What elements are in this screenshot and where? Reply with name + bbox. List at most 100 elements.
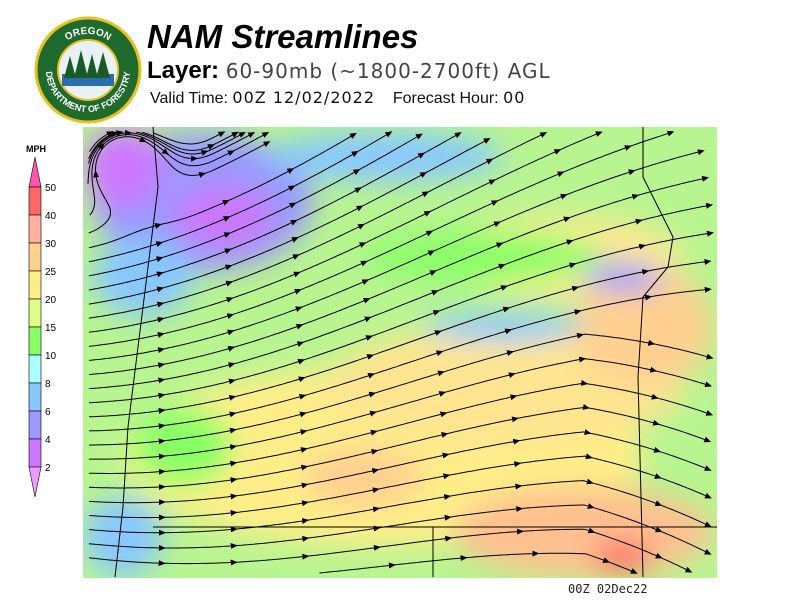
- streamline: [88, 362, 166, 375]
- streamline: [505, 285, 580, 310]
- streamline: [493, 171, 565, 203]
- streamline: [160, 460, 238, 473]
- streamline: [374, 473, 451, 491]
- streamline: [503, 262, 577, 288]
- streamline: [656, 476, 712, 499]
- streamline: [446, 483, 523, 498]
- streamline: [589, 506, 663, 533]
- streamline: [304, 525, 381, 540]
- streamline: [360, 191, 430, 227]
- streamline: [390, 555, 468, 566]
- streamline: [372, 411, 448, 433]
- streamline: [232, 500, 309, 514]
- streamline: [498, 216, 571, 246]
- streamline-map: [83, 127, 717, 578]
- streamline: [440, 350, 515, 374]
- legend-tick-label: 8: [45, 379, 51, 390]
- layer-label: Layer:: [147, 57, 220, 84]
- streamline: [296, 242, 367, 275]
- wind-speed-fill: [83, 127, 717, 578]
- streamline: [225, 185, 296, 219]
- legend-tick-label: 10: [45, 351, 57, 362]
- streamline: [232, 482, 309, 497]
- streamline: [430, 221, 502, 253]
- streamline: [432, 242, 504, 273]
- streamline: [365, 270, 437, 301]
- streamline: [303, 467, 380, 486]
- oregon-department-of-forestry-logo: OREGON DEPARTMENT OF FORESTRY: [34, 16, 142, 124]
- streamline: [94, 136, 147, 176]
- streamline: [587, 456, 662, 479]
- streamline: [159, 264, 233, 290]
- streamline: [88, 347, 166, 361]
- streamline: [88, 423, 166, 432]
- state-borders: [114, 127, 717, 578]
- streamline: [88, 514, 166, 521]
- legend-swatch: [28, 214, 42, 244]
- streamline: [88, 316, 165, 333]
- streamline: [653, 396, 714, 416]
- streamline: [160, 542, 238, 549]
- streamline: [517, 478, 594, 487]
- streamline: [226, 202, 297, 235]
- streamline: [445, 461, 522, 477]
- forecast-hour-value: 00: [503, 88, 526, 107]
- streamlines: [87, 129, 714, 574]
- legend-swatch: [28, 354, 42, 384]
- valid-time-value: 00Z 12/02/2022: [232, 88, 376, 107]
- legend-unit: MPH: [26, 144, 46, 154]
- streamline: [584, 406, 661, 426]
- legend-swatch: [28, 270, 42, 300]
- streamline: [158, 232, 232, 260]
- streamline: [301, 373, 376, 397]
- streamline: [127, 132, 198, 162]
- streamline: [655, 422, 712, 443]
- layer-value: 60-90mb (~1800-2700ft) AGL: [225, 59, 551, 83]
- streamline: [630, 149, 705, 173]
- legend-tick-label: 6: [45, 407, 51, 418]
- streamline: [230, 358, 305, 382]
- streamline: [289, 132, 357, 171]
- streamline: [574, 268, 650, 289]
- streamline: [441, 372, 516, 394]
- streamline: [512, 379, 589, 398]
- streamline: [88, 543, 166, 551]
- streamline: [559, 145, 632, 174]
- streamline: [157, 199, 230, 226]
- streamline: [437, 306, 511, 333]
- streamline: [428, 200, 499, 234]
- streamline: [568, 218, 643, 243]
- legend-tick-label: 2: [45, 463, 51, 474]
- streamline: [89, 453, 166, 460]
- streamline: [656, 450, 712, 471]
- streamline: [88, 130, 124, 164]
- streamline: [304, 506, 381, 522]
- streamline: [373, 432, 449, 452]
- streamline: [433, 263, 506, 293]
- streamline: [586, 432, 662, 453]
- legend-tick-label: 15: [45, 323, 57, 334]
- streamline: [509, 332, 585, 354]
- streamline: [361, 210, 432, 245]
- streamline: [88, 286, 165, 305]
- streamline: [556, 131, 603, 152]
- streamline: [657, 503, 712, 528]
- timestamp: 00Z 02Dec22: [568, 582, 648, 596]
- streamline: [583, 382, 659, 400]
- streamline: [160, 559, 238, 566]
- streamline: [657, 529, 712, 555]
- streamline: [438, 328, 513, 354]
- streamline: [562, 169, 636, 197]
- streamline: [571, 243, 647, 266]
- streamline: [518, 527, 596, 534]
- streamline: [518, 503, 595, 510]
- streamline: [300, 335, 373, 362]
- legend-tick-label: 30: [45, 239, 57, 250]
- streamline: [358, 171, 428, 209]
- streamline: [590, 530, 663, 559]
- streamline: [88, 301, 165, 319]
- streamline: [290, 150, 359, 189]
- streamline: [160, 510, 238, 518]
- streamline: [160, 526, 238, 534]
- streamline: [304, 544, 381, 557]
